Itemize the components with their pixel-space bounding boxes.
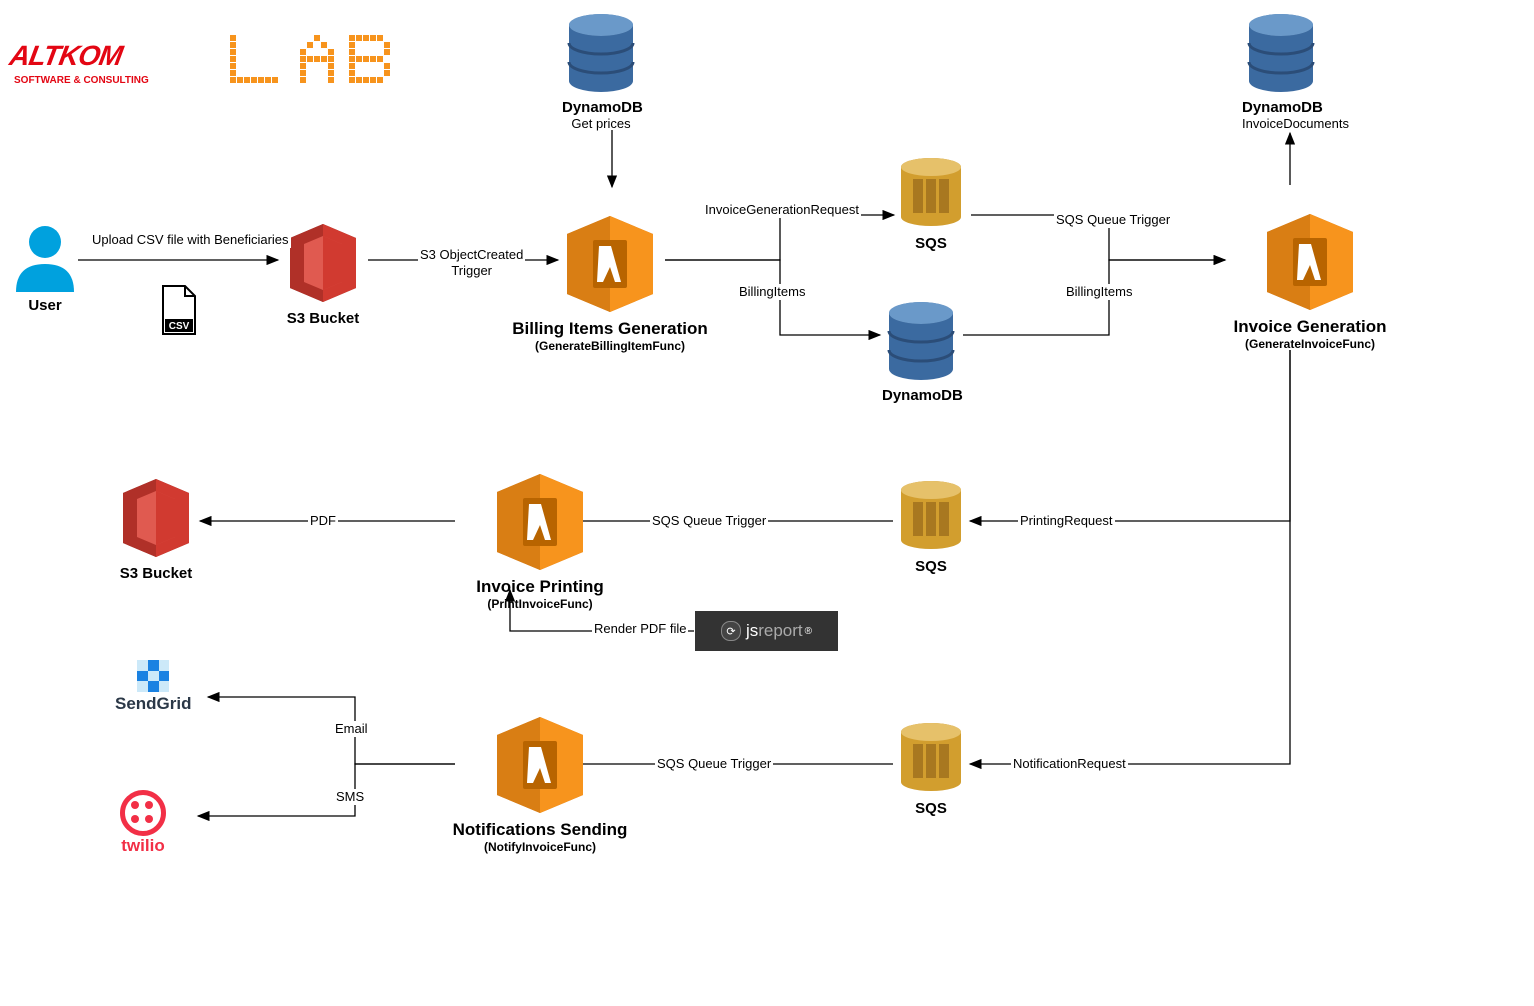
edge-label-14: Email (333, 721, 370, 737)
node-title-s3_pdf: S3 Bucket (115, 565, 197, 582)
node-title-lambda_invoice: Invoice Generation (1205, 317, 1415, 337)
node-lambda_invoice: Invoice Generation(GenerateInvoiceFunc) (1205, 210, 1415, 351)
node-sqs_notify: SQS (895, 720, 967, 817)
twilio-text: twilio (120, 836, 166, 856)
user-icon (10, 220, 80, 295)
s3-icon (115, 473, 197, 563)
edge-15 (198, 764, 455, 816)
node-sqs_printing: SQS (895, 478, 967, 575)
edge-label-12: NotificationRequest (1011, 756, 1128, 772)
node-title-dynamo_billing: DynamoDB (882, 387, 960, 404)
jsreport-logo: ⟳ jsreport® (695, 611, 838, 651)
edge-label-8: PrintingRequest (1018, 513, 1115, 529)
node-subtitle-lambda_invoice: (GenerateInvoiceFunc) (1205, 337, 1415, 351)
node-title-dynamo_invoices: DynamoDB (1242, 99, 1320, 116)
edge-label-5: SQS Queue Trigger (1054, 212, 1172, 228)
node-sqs_invgen: SQS (895, 155, 967, 252)
edge-label-13: SQS Queue Trigger (655, 756, 773, 772)
node-title-lambda_notify: Notifications Sending (435, 820, 645, 840)
node-title-dynamo_prices: DynamoDB (562, 99, 640, 116)
node-subtext-dynamo_prices: Get prices (562, 116, 640, 131)
node-title-lambda_billing: Billing Items Generation (505, 319, 715, 339)
node-title-sqs_printing: SQS (895, 558, 967, 575)
edge-label-11: Render PDF file (592, 621, 688, 637)
edge-label-10: PDF (308, 513, 338, 529)
node-dynamo_prices: DynamoDBGet prices (562, 12, 640, 131)
edge-label-6: BillingItems (1064, 284, 1134, 300)
svg-text:CSV: CSV (169, 321, 190, 332)
node-title-sqs_invgen: SQS (895, 235, 967, 252)
edge-label-1: S3 ObjectCreated Trigger (418, 247, 525, 278)
twilio-logo: twilio (120, 790, 166, 856)
altkom-subtext: SOFTWARE & CONSULTING (14, 76, 149, 86)
sendgrid-logo: SendGrid (115, 660, 192, 714)
edge-label-0: Upload CSV file with Beneficiaries (90, 232, 291, 248)
node-lambda_billing: Billing Items Generation(GenerateBilling… (505, 212, 715, 353)
edge-12 (970, 350, 1290, 764)
node-dynamo_billing: DynamoDB (882, 300, 960, 404)
edge-label-4: BillingItems (737, 284, 807, 300)
altkom-logo: ALTKOM SOFTWARE & CONSULTING (10, 40, 210, 100)
node-subtext-dynamo_invoices: InvoiceDocuments (1242, 116, 1320, 131)
dynamodb-icon (882, 300, 960, 385)
dynamodb-icon (1242, 12, 1320, 97)
node-lambda_notify: Notifications Sending(NotifyInvoiceFunc) (435, 713, 645, 854)
edge-label-9: SQS Queue Trigger (650, 513, 768, 529)
sqs-icon (895, 720, 967, 798)
node-title-s3_upload: S3 Bucket (282, 310, 364, 327)
lambda-icon (1263, 210, 1358, 315)
node-dynamo_invoices: DynamoDBInvoiceDocuments (1242, 12, 1320, 131)
altkom-text: ALTKOM (7, 40, 124, 72)
lab-logo (230, 35, 400, 100)
lambda-icon (493, 470, 588, 575)
node-user: User (10, 220, 80, 314)
edge-label-3: InvoiceGenerationRequest (703, 202, 861, 218)
lambda-icon (563, 212, 658, 317)
edge-label-15: SMS (334, 789, 366, 805)
sendgrid-text: SendGrid (115, 694, 192, 714)
node-title-sqs_notify: SQS (895, 800, 967, 817)
node-subtitle-lambda_notify: (NotifyInvoiceFunc) (435, 840, 645, 854)
dynamodb-icon (562, 12, 640, 97)
edge-8 (970, 350, 1290, 521)
edge-14 (208, 697, 455, 764)
arrows-layer (0, 0, 1534, 1006)
node-title-user: User (10, 297, 80, 314)
node-lambda_print: Invoice Printing(PrintInvoiceFunc) (435, 470, 645, 611)
sqs-icon (895, 155, 967, 233)
sqs-icon (895, 478, 967, 556)
node-s3_upload: S3 Bucket (282, 218, 364, 327)
node-title-lambda_print: Invoice Printing (435, 577, 645, 597)
node-s3_pdf: S3 Bucket (115, 473, 197, 582)
csv-file-icon: CSV (159, 285, 199, 335)
node-subtitle-lambda_billing: (GenerateBillingItemFunc) (505, 339, 715, 353)
lambda-icon (493, 713, 588, 818)
node-subtitle-lambda_print: (PrintInvoiceFunc) (435, 597, 645, 611)
s3-icon (282, 218, 364, 308)
